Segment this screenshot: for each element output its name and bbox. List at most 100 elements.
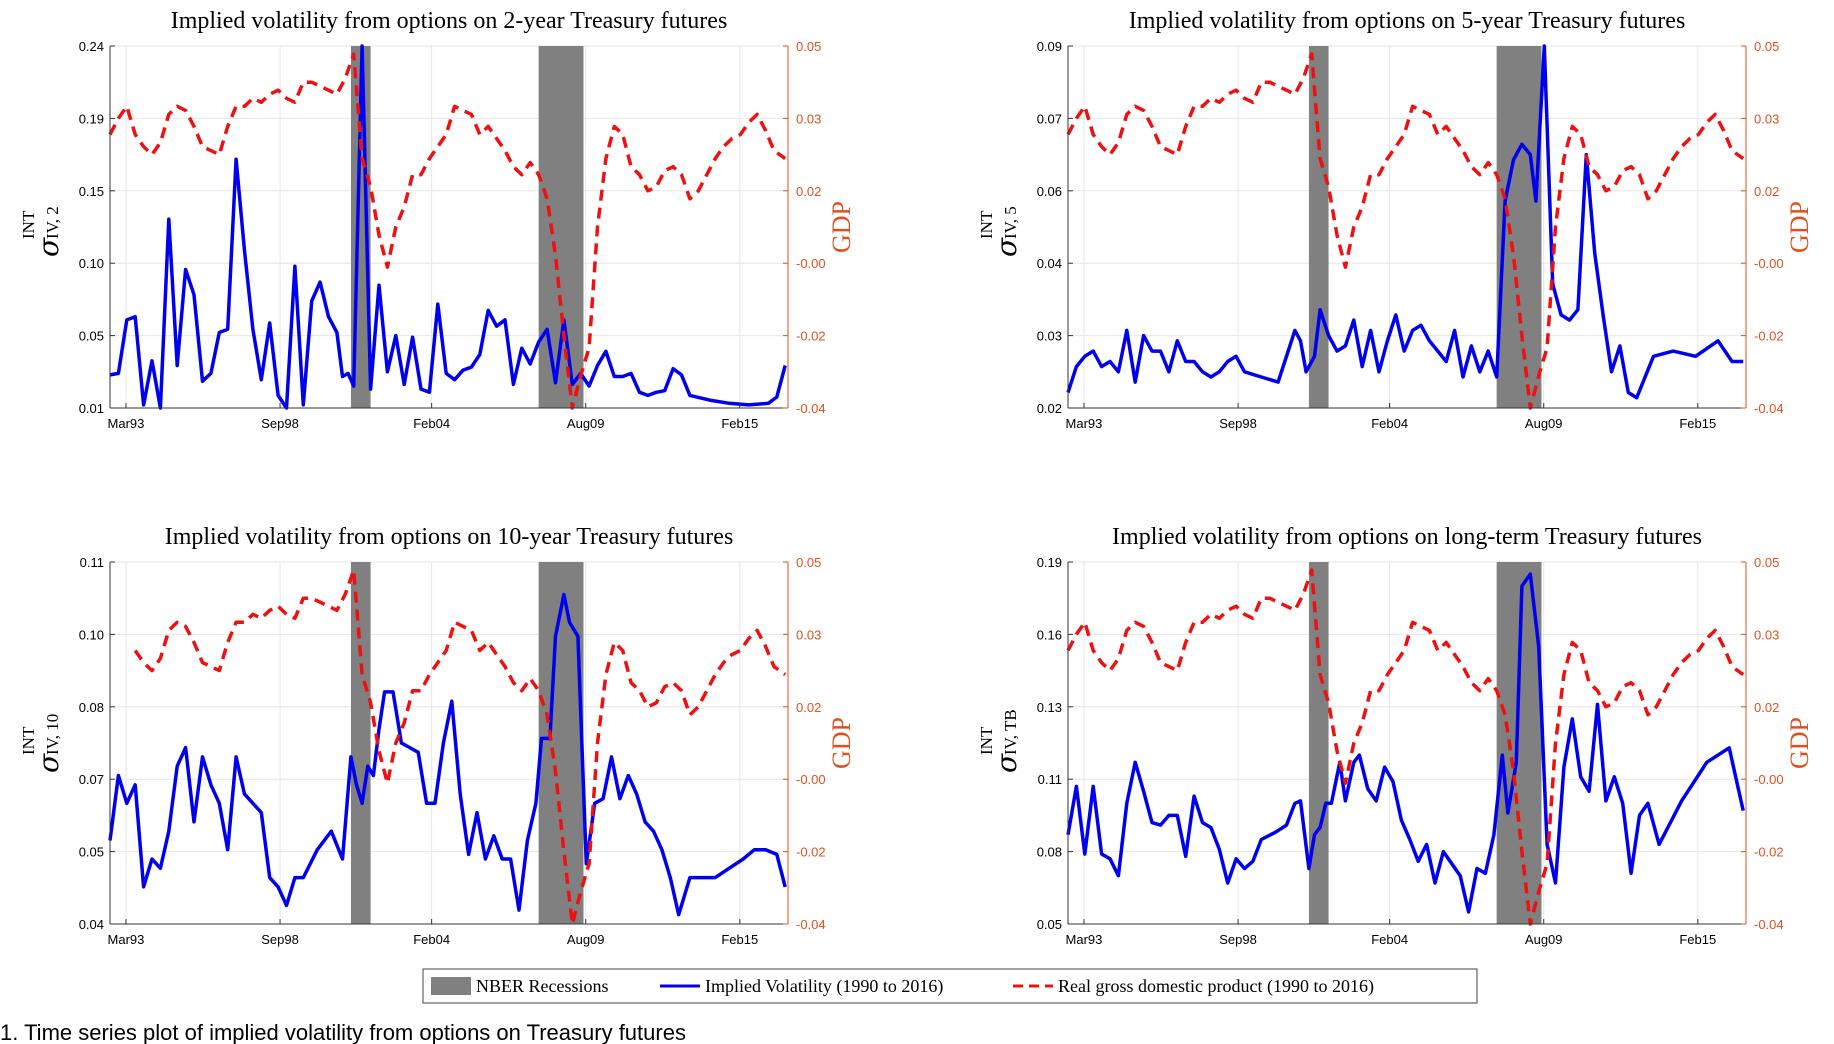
x-tick-label: Mar93 — [108, 416, 145, 431]
x-tick-label: Mar93 — [1066, 416, 1103, 431]
chart-panel-4: 0.19 0.16 0.13 0.11 0.08 0.05 0.05 0.03 0.02 -0.0… — [977, 524, 1814, 947]
y2-tick-label: -0.02 — [1754, 329, 1784, 344]
iv-series-line — [1066, 44, 1744, 400]
y-tick-label: 0.05 — [79, 845, 104, 860]
gdp-series-line — [108, 52, 787, 410]
gdp-series-line — [133, 568, 787, 926]
iv-series-line — [108, 592, 787, 917]
y-tick-label: 0.02 — [1037, 401, 1062, 416]
y2-tick-label: 0.05 — [796, 39, 821, 54]
legend-label-recession: NBER Recessions — [476, 976, 609, 996]
y2-tick-label: -0.00 — [1754, 256, 1784, 271]
y2-tick-label: 0.02 — [1754, 184, 1779, 199]
legend: NBER Recessions Implied Volatility (1990… — [422, 968, 1478, 1004]
x-tick-label: Sep98 — [1219, 932, 1257, 947]
gdp-series-line — [1066, 52, 1745, 410]
figure-caption: 1. Time series plot of implied volatilit… — [0, 1020, 686, 1044]
recession-band-1 — [1308, 46, 1329, 408]
y-tick-label: 0.04 — [1037, 256, 1062, 271]
y-axis-subscript: IV, 2 — [43, 206, 62, 239]
x-tick-label: Feb04 — [1371, 416, 1408, 431]
x-tick-label: Aug09 — [1525, 932, 1563, 947]
y-tick-label: 0.19 — [79, 111, 104, 126]
y-tick-label: 0.07 — [1037, 111, 1062, 126]
legend-label-gdp: Real gross domestic product (1990 to 201… — [1058, 976, 1374, 997]
y2-tick-label: 0.03 — [1754, 111, 1779, 126]
y2-tick-label: 0.02 — [796, 184, 821, 199]
recession-band-1 — [350, 562, 371, 924]
x-tick-label: Sep98 — [261, 416, 299, 431]
chart-title: Implied volatility from options on long-… — [1112, 524, 1702, 550]
y2-tick-label: -0.04 — [796, 917, 826, 932]
y-axis-subscript: IV, TB — [1001, 709, 1020, 755]
chart-panel-2: 0.09 0.07 0.06 0.04 0.03 0.02 0.05 0.03 0.02 -0.0… — [977, 8, 1814, 431]
chart-title: Implied volatility from options on 5-yea… — [1129, 8, 1686, 34]
x-tick-label: Feb15 — [721, 416, 758, 431]
y2-tick-label: -0.00 — [1754, 772, 1784, 787]
y2-axis-label: GDP — [827, 201, 856, 253]
y2-tick-label: 0.02 — [796, 700, 821, 715]
y2-tick-label: 0.03 — [796, 627, 821, 642]
x-tick-label: Aug09 — [567, 932, 605, 947]
iv-series-line — [1066, 572, 1745, 914]
y-tick-label: 0.05 — [1037, 917, 1062, 932]
y2-tick-label: 0.03 — [796, 111, 821, 126]
chart-panel-1: 0.24 0.19 0.15 0.10 0.05 0.01 0.05 0.03 0.02 -0.0… — [19, 8, 856, 431]
y2-tick-label: -0.04 — [1754, 917, 1784, 932]
y-axis-superscript: INT — [19, 726, 38, 755]
y-tick-label: 0.03 — [1037, 329, 1062, 344]
y2-tick-label: 0.02 — [1754, 700, 1779, 715]
y-tick-label: 0.24 — [79, 39, 104, 54]
y2-tick-label: -0.04 — [796, 401, 826, 416]
y-tick-label: 0.08 — [79, 700, 104, 715]
x-tick-label: Feb15 — [1679, 416, 1716, 431]
recession-band-2 — [538, 562, 584, 924]
y-axis-symbol: σ — [32, 237, 65, 257]
y-axis-superscript: INT — [977, 210, 996, 239]
y-tick-label: 0.07 — [79, 772, 104, 787]
x-tick-label: Sep98 — [1219, 416, 1257, 431]
x-tick-label: Feb04 — [413, 932, 450, 947]
y2-axis-label: GDP — [1785, 201, 1814, 253]
y2-tick-label: -0.00 — [796, 256, 826, 271]
y2-tick-label: -0.02 — [796, 329, 826, 344]
x-tick-label: Feb04 — [413, 416, 450, 431]
y-tick-label: 0.15 — [79, 184, 104, 199]
x-tick-label: Feb04 — [1371, 932, 1408, 947]
y2-tick-label: 0.03 — [1754, 627, 1779, 642]
x-tick-label: Mar93 — [1066, 932, 1103, 947]
y2-tick-label: 0.05 — [1754, 39, 1779, 54]
y2-tick-label: 0.05 — [796, 555, 821, 570]
y-axis-subscript: IV, 10 — [43, 714, 62, 755]
y2-axis-label: GDP — [827, 717, 856, 769]
y-axis-subscript: IV, 5 — [1001, 206, 1020, 239]
x-tick-label: Mar93 — [108, 932, 145, 947]
y-tick-label: 0.09 — [1037, 39, 1062, 54]
y-tick-label: 0.11 — [1038, 772, 1062, 787]
x-tick-label: Feb15 — [1679, 932, 1716, 947]
y2-tick-label: -0.04 — [1754, 401, 1784, 416]
y-tick-label: 0.01 — [79, 401, 104, 416]
y-tick-label: 0.13 — [1037, 700, 1062, 715]
x-tick-label: Aug09 — [1525, 416, 1563, 431]
y-axis-superscript: INT — [19, 210, 38, 239]
y-axis-superscript: INT — [977, 726, 996, 755]
y2-tick-label: -0.02 — [796, 845, 826, 860]
y-axis-symbol: σ — [990, 237, 1023, 257]
iv-series-line — [109, 44, 787, 410]
legend-swatch-recession — [431, 977, 471, 995]
y2-tick-label: -0.00 — [796, 772, 826, 787]
y-tick-label: 0.10 — [79, 627, 104, 642]
legend-box — [422, 968, 1478, 1004]
y-tick-label: 0.11 — [80, 555, 104, 570]
x-tick-label: Sep98 — [261, 932, 299, 947]
y2-axis-label: GDP — [1785, 717, 1814, 769]
y2-tick-label: -0.02 — [1754, 845, 1784, 860]
y2-tick-label: 0.05 — [1754, 555, 1779, 570]
y-tick-label: 0.10 — [79, 256, 104, 271]
y-tick-label: 0.16 — [1037, 627, 1062, 642]
